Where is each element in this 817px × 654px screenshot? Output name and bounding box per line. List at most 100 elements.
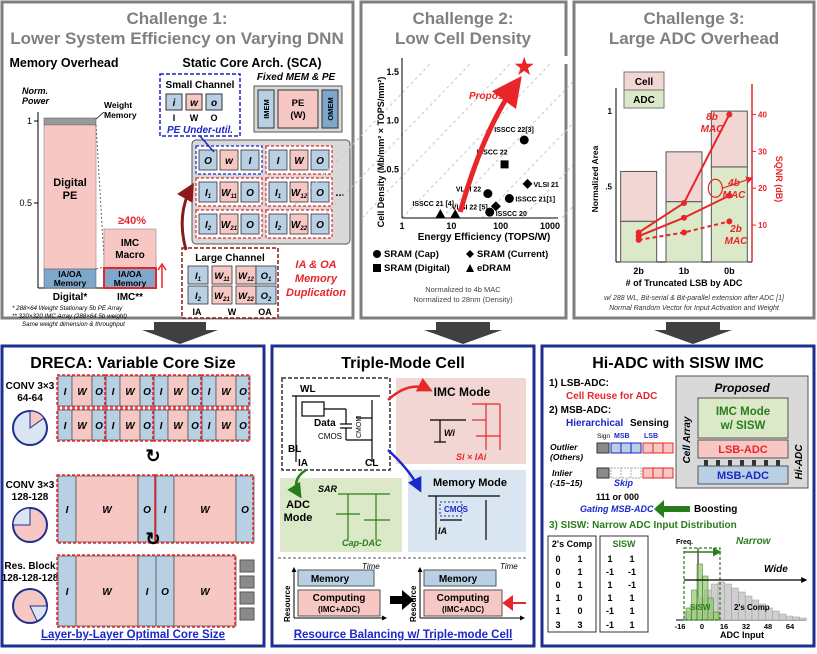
msb-adc-label: MSB-ADC [717,470,769,482]
omem-label: OMEM [326,97,335,120]
hist-x-tick: -16 [675,622,686,631]
dreca-unused-block [239,575,255,589]
imc-mode-label: IMC Mode [434,385,491,399]
hist-bar-twos [799,617,807,621]
hist-bar-twos [785,615,794,621]
note-1: * 288×64 Weight Stationary 5b PE Array [12,305,123,312]
sca-cell [240,181,260,203]
mac-8b-label-1: 8b [706,112,718,123]
legend-edram: eDRAM [477,263,511,274]
digital-pe-label-1: Digital [53,177,87,189]
sisw-bit: 1 [607,580,612,590]
norm-power-label-2: Power [22,96,50,106]
challenge-3-panel: Challenge 3: Large ADC Overhead .5 1 10 20 3… [572,0,816,320]
bit-columns: 0 1 1 1 0 -1 1 -1 0 1 1 -1 1 1 0 1 1 -1 0 1 3 3 -1 1 [555,554,636,630]
scatter-x-tick: 100 [493,221,508,231]
bl-label: BL [288,444,301,455]
large-label-w: W [228,307,237,317]
msb-bit [620,442,632,454]
sqnr-point [726,192,733,199]
down-arrows [142,322,732,344]
mac-8b-label-2: MAC [701,124,725,135]
dreca-core-label: I [164,505,167,516]
sca-cell-label: O [204,156,212,167]
sca-cell-label: I1 [205,188,212,200]
large-cell [211,265,233,285]
pie-conv2-icon [12,507,48,543]
memory-mode-box [408,470,526,552]
memory-bar-left [297,569,375,587]
memory-arrow [387,449,422,493]
data-label: Data [314,418,336,429]
adc-x-label: # of Truncated LSB by ADC [626,278,743,288]
mac-4b-label-2: MAC [723,190,747,201]
twos-comp-bit: 1 [555,606,560,616]
lsb-bit [662,467,674,479]
duplication-label-1: IA & OA [295,259,336,271]
sisw-label: SISW [612,539,636,549]
scatter-point-triangle [435,209,446,219]
dreca-core-label: W [125,387,136,398]
item3-label: 3) SISW: Narrow ADC Input Distribution [549,520,737,531]
sisw-sum: -1 [606,620,614,630]
dreca-core-label: W [221,387,232,398]
down-arrow-icon [424,322,502,344]
sca-cell [289,213,309,235]
dreca-core-label: O [143,387,151,398]
sca-cell [240,213,260,235]
hist-sisw-label: SISW [690,603,711,612]
dreca-core-label: O [191,387,199,398]
small-cell-i: i [173,98,176,109]
narrow-label: Narrow [736,536,772,547]
large-cell [187,265,209,285]
power-tick-05: 0.5 [19,198,32,208]
hist-x-tick: 48 [764,622,772,631]
dreca-core-label: W [221,421,232,432]
adc-x-tick: 1b [679,266,690,276]
boosting-arrow-icon [654,500,690,518]
cmos-label: CMOS [318,432,342,441]
legend-adc-swatch [623,89,665,109]
duplication-label-2: Memory [295,273,338,285]
imc-mode-sisw-block [697,397,789,439]
ge40-label: ≥40% [118,215,146,227]
note-2: ** 320×320 IMC Array (288×64 5b weight) [12,313,127,320]
item1-desc: Cell Reuse for ADC [566,391,657,402]
sca-cell [310,181,330,203]
lsb-bit [642,442,654,454]
panel-border [359,0,568,320]
item2-desc2: Sensing [630,418,669,429]
sisw-bit: 1 [629,606,634,616]
sisw-bit: 1 [607,554,612,564]
sisw-bit: 1 [629,593,634,603]
sisw-bit: -1 [628,567,636,577]
sca-cell [198,149,218,171]
dreca-core-label: W [173,421,184,432]
lsb-bit [642,467,654,479]
imc-macro-label-2: Macro [115,250,144,261]
weight-memory-bar [43,117,97,126]
hist-x-tick: 64 [786,622,795,631]
dreca-core-label: O [241,505,249,516]
twos-comp-bit: 1 [577,580,582,590]
small-label-w: W [190,113,199,123]
wide-label: Wide [764,564,788,575]
sisw-bit: 1 [629,554,634,564]
scatter-diag-gridline [281,61,433,219]
sisw-sum: 1 [629,620,634,630]
msb-bit [630,442,642,454]
sqnr-point [635,236,642,243]
imem-block [257,89,275,129]
scatter-point-circle [483,189,493,199]
sca-cell-label: I [249,156,252,167]
scatter-y-label: Cell Density (Mb/mm² × TOPS/mm²) [376,77,386,228]
large-label-oa: OA [258,307,272,317]
sqnr-point [726,111,733,118]
scatter-diag-gridline [401,61,553,219]
sca-cell-label: O [316,156,324,167]
dreca-core-label: O [95,421,103,432]
hi-adc-label: Hi-ADC [794,444,805,480]
large-cell [255,285,277,305]
imc-sisw-label-2: w/ SISW [720,420,766,432]
